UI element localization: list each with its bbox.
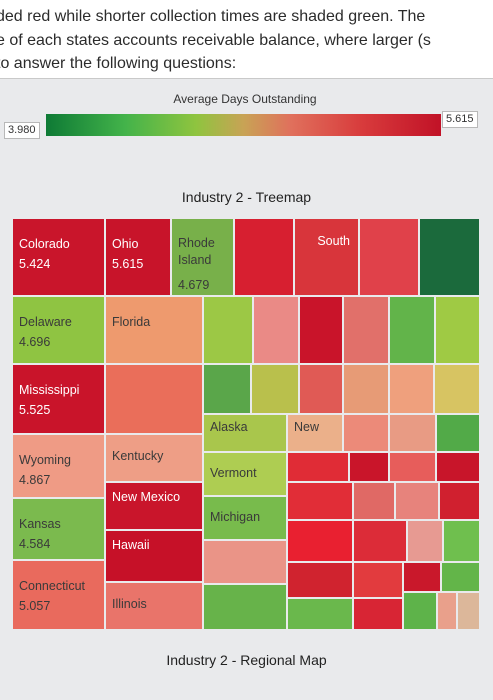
cell-label: Michigan [210, 510, 261, 524]
treemap-cell-alaska[interactable]: Alaska [203, 414, 287, 452]
treemap-cell[interactable] [353, 482, 395, 520]
treemap-cell[interactable] [234, 218, 294, 296]
cell-label: Kentucky [112, 449, 164, 463]
treemap-cell-mississippi[interactable]: Mississippi 5.525 [12, 364, 105, 434]
cell-label: Florida [112, 315, 151, 329]
treemap-cell[interactable] [403, 562, 441, 592]
cell-value: 4.867 [19, 473, 51, 487]
instructions-line-3: to answer the following questions: [0, 55, 237, 72]
treemap-cell[interactable] [441, 562, 480, 592]
treemap-cell-michigan[interactable]: Michigan [203, 496, 287, 540]
legend-max-label: 5.615 [442, 111, 478, 128]
cell-label: Hawaii [112, 538, 150, 552]
treemap-cell-colorado[interactable]: Colorado 5.424 [12, 218, 105, 296]
treemap-cell[interactable] [407, 520, 443, 562]
treemap-cell[interactable] [395, 482, 439, 520]
treemap-cell-hawaii[interactable]: Hawaii [105, 530, 203, 582]
treemap-cell[interactable] [343, 296, 389, 364]
treemap-cell[interactable] [443, 520, 480, 562]
cell-label: Wyoming [19, 453, 71, 467]
treemap-cell[interactable] [203, 364, 251, 414]
treemap-cell[interactable] [299, 364, 343, 414]
treemap-cell[interactable] [389, 296, 435, 364]
treemap-cell[interactable] [253, 296, 299, 364]
treemap-chart[interactable]: Colorado 5.424 Ohio 5.615 Rhode Island 4.679 S… [12, 218, 480, 630]
cell-label: Illinois [112, 597, 147, 611]
treemap-cell[interactable] [203, 296, 253, 364]
cell-label: Connecticut [19, 579, 86, 593]
treemap-cell[interactable] [353, 520, 407, 562]
cell-label: Vermont [210, 466, 257, 480]
cell-value: 4.584 [19, 537, 51, 551]
cell-label: Alaska [210, 420, 248, 434]
treemap-cell-rhode-island[interactable]: Rhode Island 4.679 [171, 218, 234, 296]
treemap-title: Industry 2 - Treemap [181, 189, 312, 205]
treemap-cell[interactable] [287, 598, 353, 630]
cell-label: Mississippi [19, 383, 80, 397]
cell-value: 5.424 [19, 257, 51, 271]
instructions-text: ded red while shorter collection times a… [0, 0, 493, 78]
treemap-cell[interactable] [439, 482, 480, 520]
treemap-cell-south[interactable]: South [294, 218, 359, 296]
treemap-cell[interactable] [434, 364, 480, 414]
cell-label: Ohio [112, 237, 139, 251]
treemap-cell[interactable] [389, 452, 436, 482]
treemap-cell[interactable] [251, 364, 299, 414]
treemap-cell[interactable] [287, 452, 349, 482]
cell-label: Delaware [19, 315, 72, 329]
cell-value: 5.057 [19, 599, 51, 613]
treemap-cell[interactable] [437, 592, 457, 630]
treemap-cell-illinois[interactable]: Illinois [105, 582, 203, 630]
cell-label: South [317, 234, 350, 248]
treemap-cell-wyoming[interactable]: Wyoming 4.867 [12, 434, 105, 498]
cell-label: Kansas [19, 517, 61, 531]
cell-label: New Mexico [112, 490, 181, 504]
treemap-cell[interactable] [343, 364, 389, 414]
treemap-cell[interactable] [389, 414, 436, 452]
treemap-cell[interactable] [436, 414, 480, 452]
treemap-cell-new-mexico[interactable]: New Mexico [105, 482, 203, 530]
cell-value: 5.615 [112, 257, 144, 271]
treemap-cell[interactable] [349, 452, 389, 482]
treemap-cell[interactable] [403, 592, 437, 630]
treemap-cell-ohio[interactable]: Ohio 5.615 [105, 218, 171, 296]
treemap-cell[interactable] [287, 562, 353, 598]
treemap-cell-new[interactable]: New [287, 414, 343, 452]
treemap-cell-kentucky[interactable]: Kentucky [105, 434, 203, 482]
regional-map-title: Industry 2 - Regional Map [166, 652, 327, 668]
treemap-cell[interactable] [299, 296, 343, 364]
treemap-cell[interactable] [435, 296, 480, 364]
cell-value: 4.679 [178, 278, 210, 292]
treemap-cell-delaware[interactable]: Delaware 4.696 [12, 296, 105, 364]
treemap-cell[interactable] [389, 364, 434, 414]
treemap-cell[interactable] [353, 598, 403, 630]
legend-title: Average Days Outstanding [173, 92, 317, 106]
treemap-cell[interactable] [457, 592, 480, 630]
treemap-cell[interactable] [353, 562, 403, 598]
instructions-line-2: e of each states accounts receivable bal… [0, 32, 431, 49]
cell-label: New [294, 420, 320, 434]
treemap-cell[interactable] [343, 414, 389, 452]
treemap-cell[interactable] [436, 452, 480, 482]
treemap-cell[interactable] [419, 218, 480, 296]
divider [0, 78, 493, 79]
treemap-cell-connecticut[interactable]: Connecticut 5.057 [12, 560, 105, 630]
color-legend-bar [46, 114, 441, 136]
treemap-cell-florida[interactable]: Florida [105, 296, 203, 364]
treemap-cell[interactable] [105, 364, 203, 434]
cell-value: 4.696 [19, 335, 51, 349]
cell-value: 5.525 [19, 403, 51, 417]
treemap-cell[interactable] [287, 520, 353, 562]
treemap-cell[interactable] [359, 218, 419, 296]
legend-min-label: 3.980 [4, 122, 40, 139]
treemap-cell[interactable] [287, 482, 353, 520]
treemap-cell[interactable] [203, 584, 287, 630]
treemap-cell[interactable] [203, 540, 287, 584]
cell-label: Colorado [19, 237, 70, 251]
instructions-line-1: ded red while shorter collection times a… [0, 8, 426, 25]
treemap-cell-kansas[interactable]: Kansas 4.584 [12, 498, 105, 560]
treemap-cell-vermont[interactable]: Vermont [203, 452, 287, 496]
cell-label: Rhode Island [178, 236, 215, 267]
